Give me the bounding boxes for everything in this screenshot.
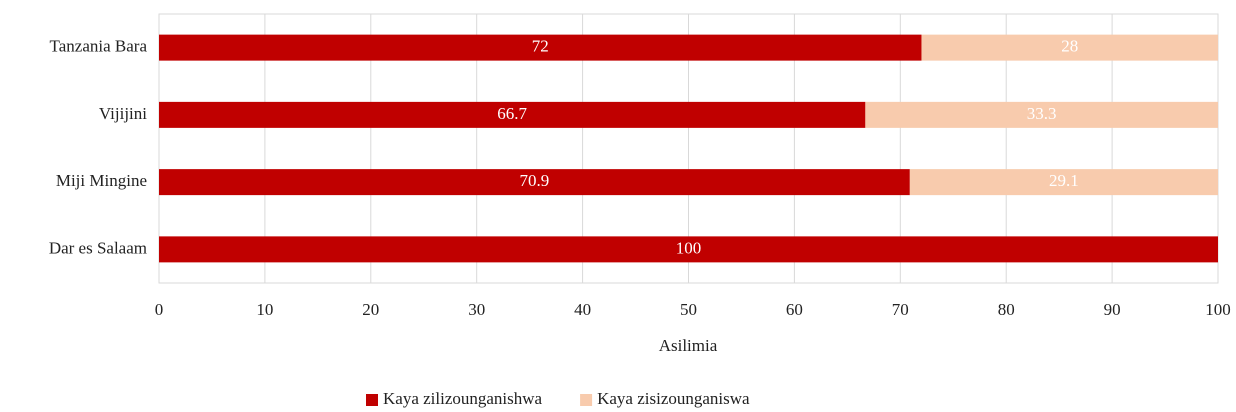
x-tick-label: 40 xyxy=(574,300,591,319)
data-label: 72 xyxy=(532,37,549,56)
data-label: 29.1 xyxy=(1049,171,1079,190)
bar-segment xyxy=(159,169,910,196)
legend-swatch xyxy=(366,394,378,406)
x-tick-label: 100 xyxy=(1205,300,1231,319)
y-tick-label: Dar es Salaam xyxy=(49,238,147,257)
x-tick-label: 10 xyxy=(256,300,273,319)
data-label: 28 xyxy=(1061,37,1078,56)
x-tick-label: 50 xyxy=(680,300,697,319)
legend-swatch xyxy=(580,394,593,406)
y-tick-label: Tanzania Bara xyxy=(50,37,148,56)
bar-segment xyxy=(159,34,922,61)
bar-segment xyxy=(159,101,866,128)
x-tick-label: 90 xyxy=(1104,300,1121,319)
data-label: 66.7 xyxy=(497,104,527,123)
x-tick-label: 0 xyxy=(155,300,164,319)
data-label: 100 xyxy=(676,238,702,257)
bar-segment xyxy=(921,34,1218,61)
y-tick-label: Miji Mingine xyxy=(56,171,147,190)
bar-segment xyxy=(909,169,1218,196)
x-tick-label: 20 xyxy=(362,300,379,319)
data-label: 33.3 xyxy=(1027,104,1057,123)
x-tick-label: 60 xyxy=(786,300,803,319)
x-tick-label: 70 xyxy=(892,300,909,319)
data-label: 70.9 xyxy=(520,171,550,190)
bar-segment xyxy=(865,101,1218,128)
legend-label: Kaya zilizounganishwa xyxy=(383,389,543,408)
x-tick-label: 80 xyxy=(998,300,1015,319)
x-axis-title: Asilimia xyxy=(659,336,718,355)
legend-label: Kaya zisizounganiswa xyxy=(597,389,750,408)
y-tick-label: Vijijini xyxy=(99,104,147,123)
bar-segment xyxy=(159,236,1218,263)
x-tick-label: 30 xyxy=(468,300,485,319)
